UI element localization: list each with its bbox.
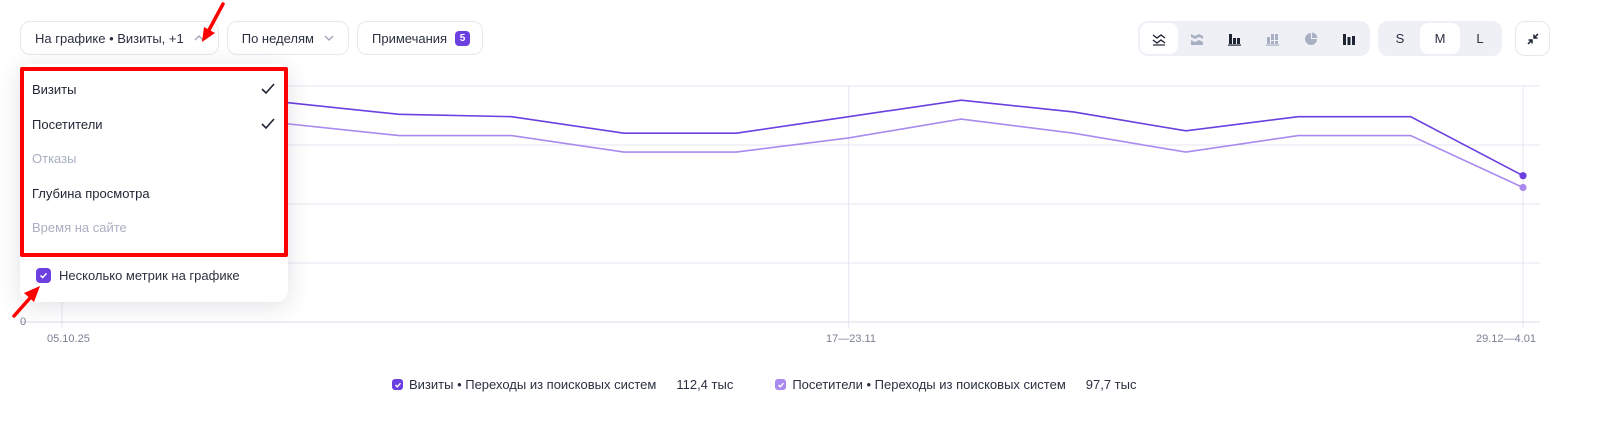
notes-button[interactable]: Примечания 5 (357, 21, 484, 55)
chart-type-pie[interactable] (1292, 23, 1330, 54)
x-tick-label: 17—23.11 (826, 333, 876, 345)
metric-selector-label: На графике • Визиты, +1 (35, 30, 184, 46)
legend-label: Визиты • Переходы из поисковых систем (409, 377, 657, 392)
legend-value: 97,7 тыс (1085, 377, 1137, 392)
chart-series (61, 94, 1527, 192)
chart-legend: Визиты • Переходы из поисковых систем 11… (392, 377, 1136, 392)
x-tick-label: 05.10.25 (47, 333, 90, 345)
size-l-button[interactable]: L (1476, 31, 1484, 46)
annotation-arrow-icon (202, 2, 225, 42)
chevron-up-icon (194, 34, 204, 41)
checkbox-checked-icon (775, 379, 787, 390)
menu-item-bounces[interactable]: Отказы (32, 144, 276, 172)
chart-type-switcher (1138, 21, 1370, 56)
grouping-select[interactable]: По неделям (226, 21, 349, 55)
y-axis-zero-label: 0 (20, 316, 27, 328)
notes-label: Примечания (372, 30, 448, 46)
size-m-button[interactable]: M (1420, 23, 1460, 54)
multi-metric-label: Несколько метрик на графике (59, 268, 240, 283)
checkbox-checked-icon (36, 268, 51, 283)
chart-type-stacked[interactable] (1254, 23, 1292, 54)
menu-item-label: Отказы (32, 150, 77, 166)
menu-item-label: Время на сайте (32, 219, 127, 235)
collapse-chart-button[interactable] (1515, 21, 1550, 56)
menu-item-time-on-site[interactable]: Время на сайте (32, 213, 276, 241)
x-tick-label: 29.12—4.01 (1476, 333, 1536, 345)
legend-value: 112,4 тыс (676, 377, 734, 392)
collapse-icon (1526, 32, 1539, 45)
checkbox-checked-icon (392, 379, 403, 390)
chevron-down-icon (324, 35, 334, 42)
menu-item-visitors[interactable]: Посетители (32, 110, 276, 138)
menu-item-visits[interactable]: Визиты (32, 75, 276, 103)
column-chart-icon (1343, 33, 1355, 45)
metric-dropdown-menu: Визиты Посетители Отказы Глубина просмот… (20, 64, 288, 302)
notes-count-badge: 5 (455, 30, 471, 46)
chart-view-controls: S M L (1138, 21, 1502, 56)
chart-type-area[interactable] (1178, 23, 1216, 54)
bar-chart-icon (1228, 33, 1241, 46)
legend-item-visits[interactable]: Визиты • Переходы из поисковых систем 11… (392, 377, 733, 392)
annotation-highlight-box (20, 67, 288, 257)
multi-metric-checkbox[interactable]: Несколько метрик на графике (36, 268, 240, 283)
metric-selector-button[interactable]: На графике • Визиты, +1 (20, 21, 219, 55)
line-chart-icon (1152, 33, 1166, 46)
size-s-button[interactable]: S (1395, 31, 1405, 46)
menu-item-label: Визиты (32, 81, 77, 97)
stacked-bar-chart-icon (1266, 33, 1279, 46)
menu-item-label: Посетители (32, 116, 103, 132)
legend-item-visitors[interactable]: Посетители • Переходы из поисковых систе… (775, 377, 1136, 392)
checkmark-icon (261, 118, 275, 130)
grouping-label: По неделям (241, 30, 314, 46)
legend-label: Посетители • Переходы из поисковых систе… (792, 377, 1066, 392)
chart-type-column[interactable] (1330, 23, 1368, 54)
chart-type-bar[interactable] (1216, 23, 1254, 54)
chart-size-switcher: S M L (1378, 21, 1502, 56)
annotation-arrow-icon (12, 286, 40, 318)
pie-chart-icon (1305, 32, 1318, 45)
chart-toolbar: На графике • Визиты, +1 По неделям Приме… (20, 21, 484, 55)
menu-item-page-depth[interactable]: Глубина просмотра (32, 179, 276, 207)
menu-item-label: Глубина просмотра (32, 185, 150, 201)
checkmark-icon (261, 83, 275, 95)
chart-type-line[interactable] (1140, 23, 1178, 54)
area-chart-icon (1191, 33, 1203, 45)
